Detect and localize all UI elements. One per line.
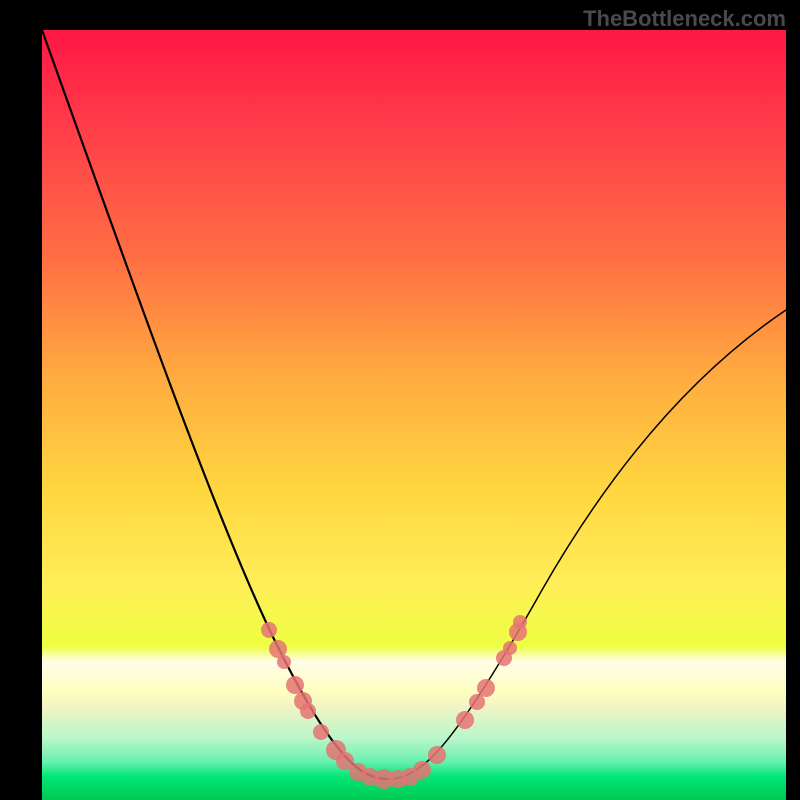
- bottleneck-curve-left: [42, 30, 386, 779]
- watermark-text: TheBottleneck.com: [583, 6, 786, 32]
- scatter-point: [300, 703, 316, 719]
- scatter-point: [261, 622, 277, 638]
- scatter-point: [428, 746, 446, 764]
- scatter-point: [286, 676, 304, 694]
- bottleneck-curve-right: [386, 310, 786, 779]
- scatter-point: [413, 761, 431, 779]
- scatter-point: [477, 679, 495, 697]
- scatter-point: [456, 711, 474, 729]
- scatter-point: [469, 694, 485, 710]
- plot-area: [42, 30, 786, 800]
- scatter-point: [277, 655, 291, 669]
- scatter-point: [313, 724, 329, 740]
- scatter-point: [503, 641, 517, 655]
- scatter-markers: [261, 615, 527, 789]
- scatter-point: [513, 615, 527, 629]
- curve-layer: [42, 30, 786, 800]
